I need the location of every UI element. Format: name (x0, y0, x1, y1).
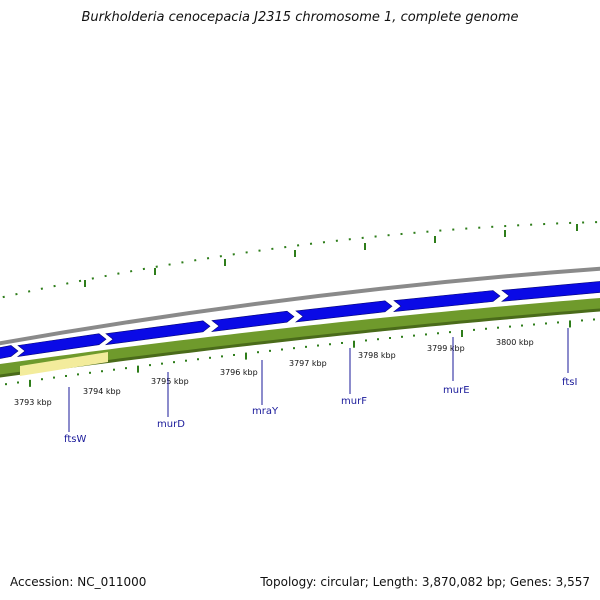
gene-arrow (0, 345, 19, 359)
gene-arrow (501, 281, 600, 302)
gc-skew-ring (0, 221, 600, 299)
gene-label: murD (157, 419, 185, 430)
scale-label: 3795 kbp (151, 377, 189, 386)
scale-label: 3800 kbp (496, 338, 534, 347)
scale-tick-ring (5, 318, 595, 387)
scale-label: 3798 kbp (358, 351, 396, 360)
gene-labels: ftsW murD mraY murF murE ftsI (64, 328, 577, 445)
scale-labels: 3793 kbp 3794 kbp 3795 kbp 3796 kbp 3797 kbp… (14, 338, 534, 407)
gene-label: murF (341, 396, 367, 407)
gc-skew-peaks (84, 224, 578, 287)
map-title: Burkholderia cenocepacia J2315 chromosom… (81, 10, 519, 25)
scale-label: 3794 kbp (83, 387, 121, 396)
scale-label: 3799 kbp (427, 344, 465, 353)
gene-label: murE (443, 385, 470, 396)
gene-arrow (294, 300, 393, 323)
scale-label: 3793 kbp (14, 398, 52, 407)
gene-arrow (210, 310, 295, 332)
gene-arrow-track (0, 281, 600, 359)
gene-arrow (393, 290, 501, 313)
highlight-region (20, 352, 108, 376)
accession-text: Accession: NC_011000 (10, 575, 147, 589)
gene-label: ftsW (64, 434, 86, 445)
gene-label: ftsI (562, 377, 577, 388)
scale-label: 3796 kbp (220, 368, 258, 377)
topology-text: Topology: circular; Length: 3,870,082 bp… (260, 575, 590, 589)
backbone-ring (0, 266, 600, 346)
scale-label: 3797 kbp (289, 359, 327, 368)
gene-arrow (104, 320, 211, 346)
gene-arrow (16, 333, 107, 357)
gene-label: mraY (252, 406, 279, 417)
